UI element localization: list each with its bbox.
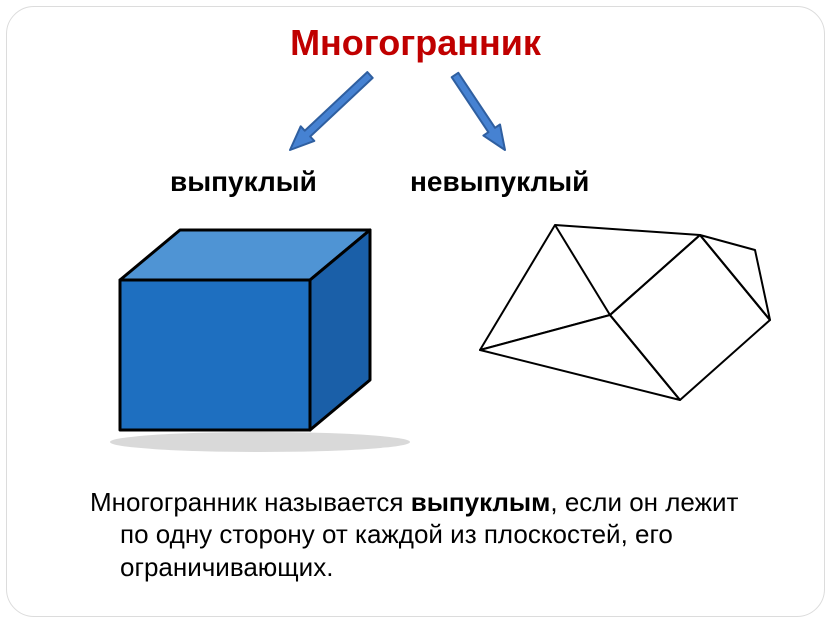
definition-text: Многогранник называется выпуклым, если о… (90, 486, 761, 584)
label-convex: выпуклый (170, 166, 317, 198)
label-nonconvex: невыпуклый (410, 166, 589, 198)
definition-bold: выпуклым (411, 487, 551, 517)
page-title: Многогранник (0, 22, 831, 64)
definition-prefix: Многогранник называется (90, 487, 411, 517)
